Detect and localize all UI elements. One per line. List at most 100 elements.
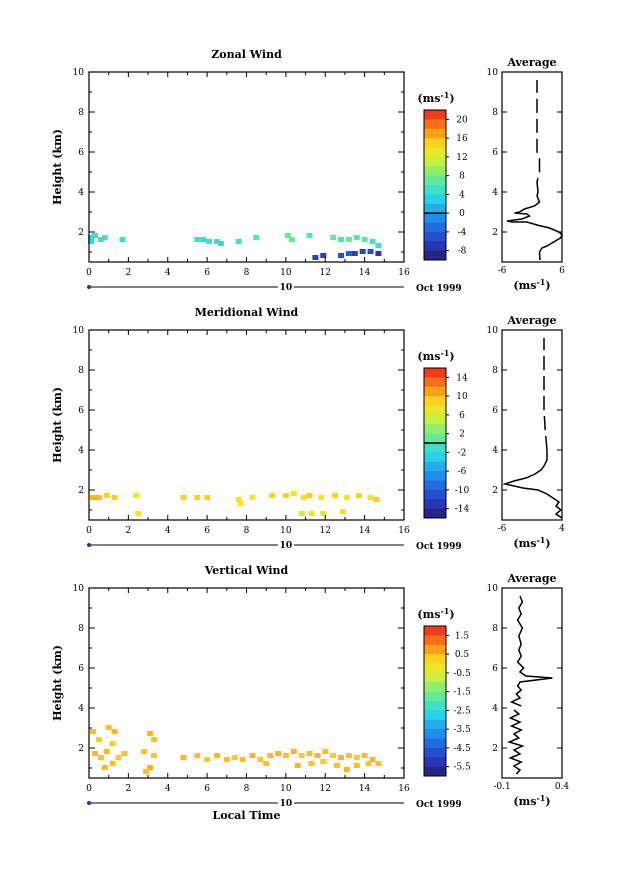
average-x-tick-label: 4	[559, 524, 565, 534]
average-x-axis-label: (ms-1)	[513, 277, 550, 292]
colorbar-segment	[424, 396, 446, 406]
colorbar-segment	[424, 119, 446, 130]
data-cell	[111, 495, 118, 500]
colorbar-segment	[424, 710, 446, 721]
data-cell	[320, 511, 327, 516]
colorbar-segment	[424, 663, 446, 674]
data-cell	[180, 495, 187, 500]
colorbar-tick-label: 0	[459, 209, 465, 219]
panel-0: Zonal Wind 0 2 4 6 8 10 12 14 16 2 4 6 8 10 Height (km)…	[51, 48, 565, 294]
data-cell	[147, 731, 154, 736]
data-cell	[237, 501, 244, 506]
date-marker-bg	[277, 798, 294, 808]
plot-frame	[88, 71, 405, 263]
colorbar-unit-label-base: (ms	[417, 92, 440, 105]
colorbar-segment	[424, 231, 446, 242]
y-axis-label: Height (km)	[51, 129, 64, 205]
colorbar-unit-label-base: (ms	[417, 608, 440, 621]
y-tick-label: 10	[73, 584, 85, 594]
plot-frame	[88, 587, 405, 779]
data-cell	[320, 253, 327, 258]
data-cell	[369, 757, 376, 762]
average-y-tick-label: 6	[492, 664, 498, 674]
colorbar-segment	[424, 489, 446, 500]
data-cell	[345, 251, 352, 256]
x-tick-label: 10	[280, 526, 292, 536]
average-y-tick-label: 8	[492, 624, 498, 634]
colorbar-segment	[424, 654, 446, 664]
colorbar-segment	[424, 443, 446, 453]
data-cell	[204, 495, 211, 500]
data-cell	[345, 753, 352, 758]
data-cell	[298, 753, 305, 758]
colorbar-segment	[424, 405, 446, 416]
colorbar-segment	[424, 471, 446, 481]
y-tick-label: 4	[78, 188, 84, 198]
average-y-tick-label: 2	[492, 228, 498, 238]
average-y-tick-label: 4	[492, 704, 498, 714]
average-x-tick-label: 0.4	[555, 782, 570, 792]
colorbar-segment	[424, 691, 446, 702]
colorbar-segment	[424, 480, 446, 491]
colorbar-segment	[424, 147, 446, 158]
average-profile-line-upper	[509, 595, 553, 707]
colorbar-tick-label: -4	[458, 228, 467, 238]
average-profile-line-upper	[543, 338, 548, 451]
x-tick-label: 12	[320, 784, 331, 794]
colorbar-segment	[424, 185, 446, 195]
colorbar-tick-label: 20	[456, 115, 468, 125]
panel-title: Zonal Wind	[211, 48, 282, 61]
date-marker-label: 10	[280, 283, 293, 293]
y-tick-label: 6	[78, 664, 84, 674]
colorbar-tick-label: -3.5	[453, 725, 471, 735]
y-tick-label: 2	[78, 744, 84, 754]
colorbar-tick-label: -5.5	[453, 763, 471, 773]
colorbar-unit-label-close: )	[449, 608, 454, 621]
data-cell	[206, 239, 213, 244]
date-axis-start-marker	[87, 543, 91, 547]
x-tick-label: 4	[165, 784, 171, 794]
colorbar-tick-label: -8	[458, 247, 467, 257]
colorbar-tick-label: -2.5	[453, 706, 471, 716]
colorbar-segment	[424, 250, 446, 261]
x-tick-label: 8	[244, 526, 250, 536]
data-cell	[284, 233, 291, 238]
x-tick-label: 10	[280, 784, 292, 794]
colorbar-segment	[424, 166, 446, 177]
average-y-tick-label: 6	[492, 148, 498, 158]
data-cell	[345, 237, 352, 242]
data-cell	[330, 235, 337, 240]
colorbar-unit-label-exponent: -1	[440, 90, 449, 100]
colorbar-segment	[424, 461, 446, 472]
data-cell	[306, 233, 313, 238]
data-cell	[180, 755, 187, 760]
date-marker-label: 10	[280, 541, 293, 551]
data-cell	[334, 763, 341, 768]
data-cell	[135, 511, 142, 516]
colorbar-segment	[424, 729, 446, 739]
data-cell	[89, 495, 96, 500]
data-cell	[373, 497, 380, 502]
colorbar-tick-label: -0.5	[453, 669, 471, 679]
colorbar-segment	[424, 386, 446, 397]
data-cell	[143, 769, 150, 774]
x-tick-label: 12	[320, 268, 331, 278]
data-cell	[290, 749, 297, 754]
data-cell	[306, 493, 313, 498]
data-cell	[213, 753, 220, 758]
colorbar-unit-label: (ms-1)	[417, 606, 454, 621]
data-cell	[257, 757, 264, 762]
average-title: Average	[506, 56, 556, 69]
x-tick-label: 6	[204, 784, 210, 794]
data-cell	[111, 729, 118, 734]
data-cell	[267, 753, 274, 758]
data-cell	[367, 249, 374, 254]
data-cell	[103, 749, 110, 754]
data-cell	[89, 729, 96, 734]
x-tick-label: 8	[244, 784, 250, 794]
x-tick-label: 0	[86, 784, 92, 794]
data-cell	[298, 511, 305, 516]
x-tick-label: 0	[86, 268, 92, 278]
colorbar-segment	[424, 194, 446, 205]
colorbar-segment	[424, 719, 446, 730]
